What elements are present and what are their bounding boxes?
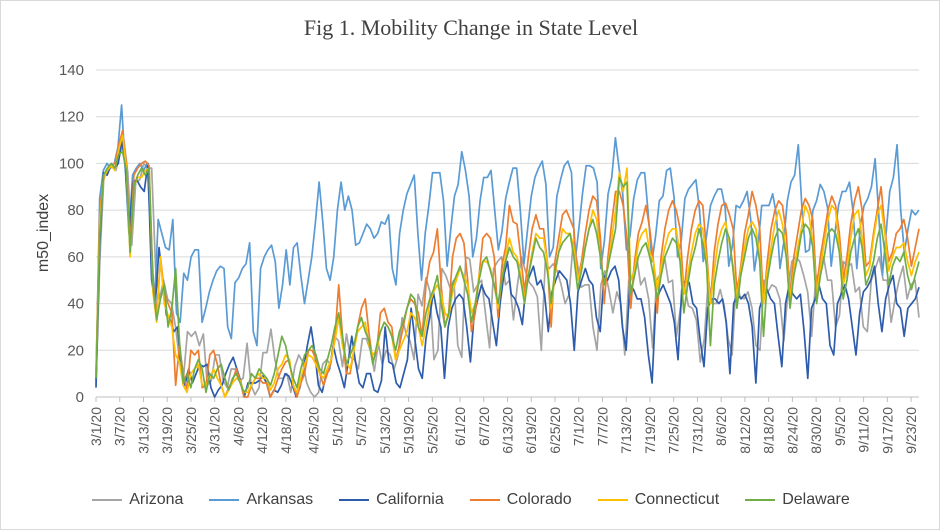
- x-tick-label: 4/6/20: [230, 407, 246, 446]
- x-tick-label: 3/25/20: [183, 407, 199, 454]
- x-tick-label: 3/31/20: [207, 407, 223, 454]
- legend-item-colorado: Colorado: [469, 491, 572, 509]
- legend-swatch: [92, 499, 123, 501]
- legend-item-delaware: Delaware: [745, 491, 850, 509]
- y-tick-label: 140: [59, 62, 84, 79]
- y-tick-label: 20: [67, 342, 84, 359]
- x-tick-label: 6/7/20: [476, 407, 492, 446]
- x-tick-label: 9/5/20: [832, 407, 848, 446]
- legend-swatch: [469, 499, 500, 501]
- x-tick-label: 7/25/20: [666, 407, 682, 454]
- x-tick-label: 6/19/20: [523, 407, 539, 454]
- x-tick-label: 8/30/20: [808, 407, 824, 454]
- legend: Arizona Arkansas California Colorado Connect…: [1, 487, 940, 513]
- y-tick-label: 80: [67, 202, 84, 219]
- series-line-california: [95, 139, 920, 398]
- x-tick-label: 8/18/20: [761, 407, 777, 454]
- x-tick-label: 8/24/20: [784, 407, 800, 454]
- x-tick-label: 3/13/20: [135, 407, 151, 454]
- x-tick-label: 5/25/20: [424, 407, 440, 454]
- x-tick-label: 4/25/20: [306, 407, 322, 454]
- legend-item-arizona: Arizona: [92, 491, 183, 509]
- x-tick-label: 3/1/20: [88, 407, 104, 446]
- legend-item-arkansas: Arkansas: [209, 491, 313, 509]
- legend-label: Colorado: [506, 491, 572, 508]
- legend-swatch: [597, 499, 628, 501]
- legend-label: Arizona: [129, 491, 184, 508]
- series-line-arizona: [95, 139, 920, 398]
- x-tick-label: 3/7/20: [112, 407, 128, 446]
- x-tick-label: 9/11/20: [856, 407, 872, 453]
- x-tick-label: 5/7/20: [353, 407, 369, 446]
- x-tick-label: 8/12/20: [737, 407, 753, 454]
- y-axis-title: m50_index: [35, 194, 52, 272]
- legend-label: Delaware: [782, 491, 850, 508]
- x-tick-label: 8/6/20: [713, 407, 729, 446]
- legend-item-connecticut: Connecticut: [597, 491, 720, 509]
- legend-label: Arkansas: [246, 491, 314, 508]
- y-tick-label: 60: [67, 249, 84, 266]
- legend-label: Connecticut: [634, 491, 720, 508]
- legend-swatch: [745, 499, 776, 501]
- y-axis-ticks: 0 20 40 60 80 100 120 140: [59, 62, 84, 406]
- y-tick-label: 100: [59, 155, 84, 172]
- x-tick-label: 5/19/20: [401, 407, 417, 454]
- series-line-connecticut: [95, 134, 920, 398]
- x-tick-label: 7/7/20: [594, 407, 610, 446]
- x-tick-label: 5/13/20: [377, 407, 393, 454]
- chart-title: Fig 1. Mobility Change in State Level: [303, 15, 639, 40]
- x-tick-label: 6/25/20: [547, 407, 563, 454]
- legend-item-california: California: [339, 491, 444, 509]
- x-axis-ticks: 3/1/20 3/7/20 3/13/20 3/19/20 3/25/20 3/31/20…: [88, 397, 919, 454]
- x-tick-label: 9/17/20: [879, 407, 895, 454]
- legend-swatch: [209, 499, 240, 501]
- x-tick-label: 4/18/20: [278, 407, 294, 454]
- x-tick-label: 3/19/20: [159, 407, 175, 454]
- x-tick-label: 5/1/20: [329, 407, 345, 446]
- y-tick-label: 40: [67, 296, 84, 313]
- series-line-delaware: [95, 150, 920, 394]
- series-line-arkansas: [95, 104, 920, 381]
- x-tick-label: 7/19/20: [642, 407, 658, 454]
- x-tick-label: 7/31/20: [689, 407, 705, 454]
- legend-label: California: [376, 491, 444, 508]
- y-tick-label: 120: [59, 109, 84, 126]
- x-tick-label: 7/1/20: [571, 407, 587, 446]
- x-tick-label: 7/13/20: [618, 407, 634, 454]
- x-tick-label: 6/1/20: [452, 407, 468, 446]
- legend-swatch: [339, 499, 370, 501]
- x-tick-label: 4/12/20: [254, 407, 270, 454]
- y-tick-label: 0: [76, 389, 84, 406]
- x-tick-label: 9/23/20: [903, 407, 919, 454]
- series-lines: [95, 104, 920, 398]
- x-tick-label: 6/13/20: [500, 407, 516, 454]
